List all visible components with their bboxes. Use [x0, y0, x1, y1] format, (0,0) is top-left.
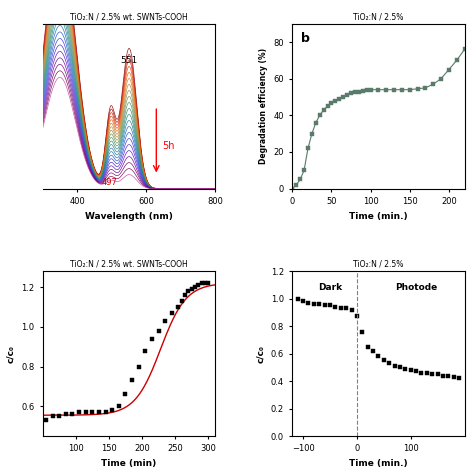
- Point: [332, 303, 339, 310]
- Point: [391, 362, 398, 370]
- Text: 497: 497: [102, 178, 118, 187]
- Point: [396, 364, 404, 371]
- Point: [201, 279, 209, 287]
- Point: [321, 302, 328, 310]
- Text: 5h: 5h: [163, 141, 175, 151]
- Point: [369, 347, 377, 355]
- Point: [184, 287, 192, 295]
- Point: [181, 291, 189, 299]
- Point: [353, 313, 361, 320]
- Point: [401, 365, 409, 373]
- Point: [69, 410, 76, 418]
- Point: [62, 410, 70, 418]
- Point: [204, 279, 212, 287]
- Text: Photode: Photode: [395, 283, 438, 292]
- Y-axis label: c/c₀: c/c₀: [256, 345, 265, 363]
- Point: [456, 374, 463, 382]
- X-axis label: Wavelength (nm): Wavelength (nm): [85, 211, 173, 220]
- Point: [428, 371, 436, 378]
- Point: [55, 412, 63, 420]
- Point: [155, 327, 163, 335]
- Point: [380, 357, 388, 365]
- Point: [115, 402, 123, 410]
- Point: [148, 335, 156, 343]
- Point: [188, 285, 195, 293]
- Point: [310, 301, 318, 308]
- Point: [122, 391, 129, 398]
- Point: [358, 328, 366, 336]
- Title: TiO₂:N / 2.5% wt. SWNTs-COOH: TiO₂:N / 2.5% wt. SWNTs-COOH: [70, 260, 188, 269]
- Point: [168, 309, 175, 317]
- Point: [82, 409, 90, 416]
- Y-axis label: Degradation efficiency (%): Degradation efficiency (%): [259, 48, 268, 164]
- Point: [299, 298, 307, 305]
- Point: [407, 366, 414, 374]
- Text: Dark: Dark: [318, 283, 342, 292]
- Point: [445, 372, 452, 379]
- Point: [102, 409, 109, 416]
- Point: [135, 363, 143, 370]
- Point: [385, 359, 393, 367]
- Point: [89, 409, 96, 416]
- Text: b: b: [301, 32, 310, 45]
- X-axis label: Time (min.): Time (min.): [349, 211, 408, 220]
- Point: [348, 306, 356, 313]
- Point: [418, 369, 425, 377]
- Point: [178, 297, 185, 305]
- Point: [374, 353, 382, 360]
- Point: [364, 343, 372, 351]
- Point: [42, 416, 50, 424]
- Point: [294, 295, 301, 302]
- Point: [337, 304, 345, 312]
- Point: [412, 368, 420, 375]
- Point: [450, 373, 457, 381]
- Point: [191, 283, 199, 291]
- Point: [49, 412, 56, 420]
- Point: [434, 371, 441, 378]
- Point: [194, 281, 202, 289]
- Point: [315, 301, 323, 308]
- Point: [142, 347, 149, 355]
- Text: 551: 551: [120, 56, 138, 65]
- Point: [95, 409, 103, 416]
- Point: [174, 303, 182, 310]
- Title: TiO₂:N / 2.5%: TiO₂:N / 2.5%: [353, 260, 404, 269]
- Point: [342, 304, 350, 312]
- Point: [423, 369, 431, 377]
- Point: [128, 377, 136, 384]
- Y-axis label: c/c₀: c/c₀: [7, 345, 16, 363]
- Point: [198, 279, 205, 287]
- Point: [439, 372, 447, 379]
- Title: TiO₂:N / 2.5%: TiO₂:N / 2.5%: [353, 12, 404, 21]
- X-axis label: Time (min.): Time (min.): [349, 459, 408, 468]
- X-axis label: Time (min): Time (min): [101, 459, 156, 468]
- Point: [109, 406, 116, 414]
- Title: TiO₂:N / 2.5% wt. SWNTs-COOH: TiO₂:N / 2.5% wt. SWNTs-COOH: [70, 12, 188, 21]
- Point: [75, 409, 83, 416]
- Point: [161, 317, 169, 325]
- Point: [305, 299, 312, 307]
- Point: [326, 302, 334, 310]
